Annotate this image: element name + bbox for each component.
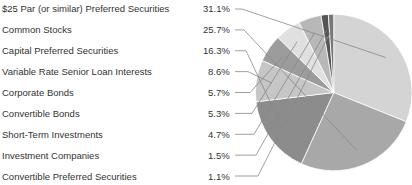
svg-text:1.5%: 1.5% bbox=[208, 150, 230, 161]
svg-text:$25 Par (or similar) Preferred: $25 Par (or similar) Preferred Securitie… bbox=[2, 3, 170, 14]
svg-text:Short-Term Investments: Short-Term Investments bbox=[2, 129, 103, 140]
svg-text:16.3%: 16.3% bbox=[203, 45, 230, 56]
svg-text:8.6%: 8.6% bbox=[208, 66, 230, 77]
svg-text:Convertible Preferred Securiti: Convertible Preferred Securities bbox=[2, 171, 137, 182]
svg-text:Convertible Bonds: Convertible Bonds bbox=[2, 108, 80, 119]
svg-text:25.7%: 25.7% bbox=[203, 24, 230, 35]
svg-text:1.1%: 1.1% bbox=[208, 171, 230, 182]
svg-text:Corporate Bonds: Corporate Bonds bbox=[2, 87, 74, 98]
svg-text:Common Stocks: Common Stocks bbox=[2, 24, 72, 35]
svg-text:Investment Companies: Investment Companies bbox=[2, 150, 99, 161]
svg-text:31.1%: 31.1% bbox=[203, 3, 230, 14]
svg-text:5.7%: 5.7% bbox=[208, 87, 230, 98]
svg-text:4.7%: 4.7% bbox=[208, 129, 230, 140]
svg-text:Variable Rate Senior Loan Inte: Variable Rate Senior Loan Interests bbox=[2, 66, 152, 77]
svg-text:Capital Preferred Securities: Capital Preferred Securities bbox=[2, 45, 118, 56]
svg-text:5.3%: 5.3% bbox=[208, 108, 230, 119]
